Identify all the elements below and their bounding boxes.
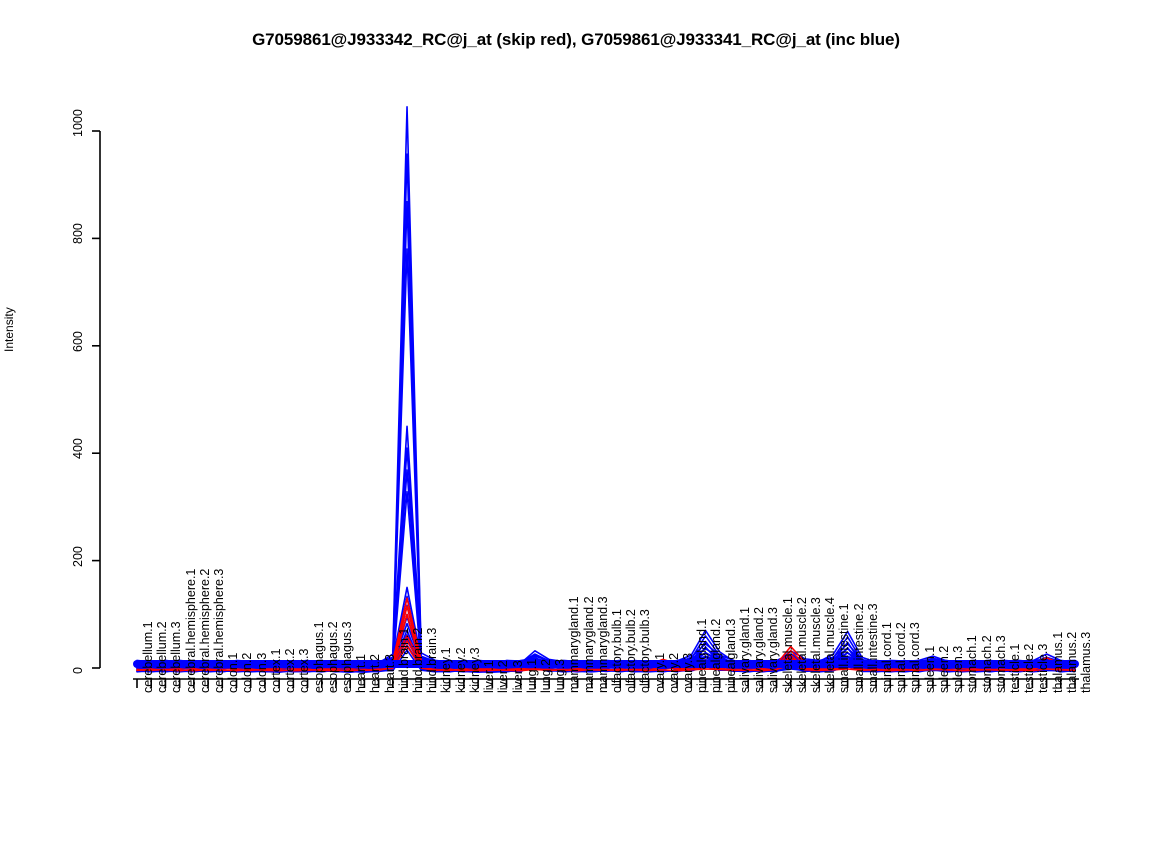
series-line-skip-red-1-0 <box>136 597 1076 667</box>
series-line-inc-blue-2-0 <box>136 425 1076 665</box>
series-line-inc-blue-3-0 <box>136 586 1076 664</box>
series-line-inc-blue-3-1 <box>136 595 1076 667</box>
series-line-inc-blue-2-2 <box>136 469 1076 671</box>
series-line-inc-blue-1-1 <box>136 153 1076 668</box>
series-line-inc-blue-1-2 <box>136 200 1076 671</box>
series-line-inc-blue-2-3 <box>136 491 1076 674</box>
series-line-inc-blue-1-0 <box>136 106 1076 665</box>
series-line-skip-red-2-2 <box>136 645 1076 672</box>
series-line-inc-blue-1-3 <box>136 248 1076 674</box>
axes-group <box>92 130 1079 688</box>
chart-title: G7059861@J933342_RC@j_at (skip red), G70… <box>252 30 900 49</box>
series-group <box>133 106 1079 674</box>
series-line-inc-blue-2-1 <box>136 447 1076 668</box>
